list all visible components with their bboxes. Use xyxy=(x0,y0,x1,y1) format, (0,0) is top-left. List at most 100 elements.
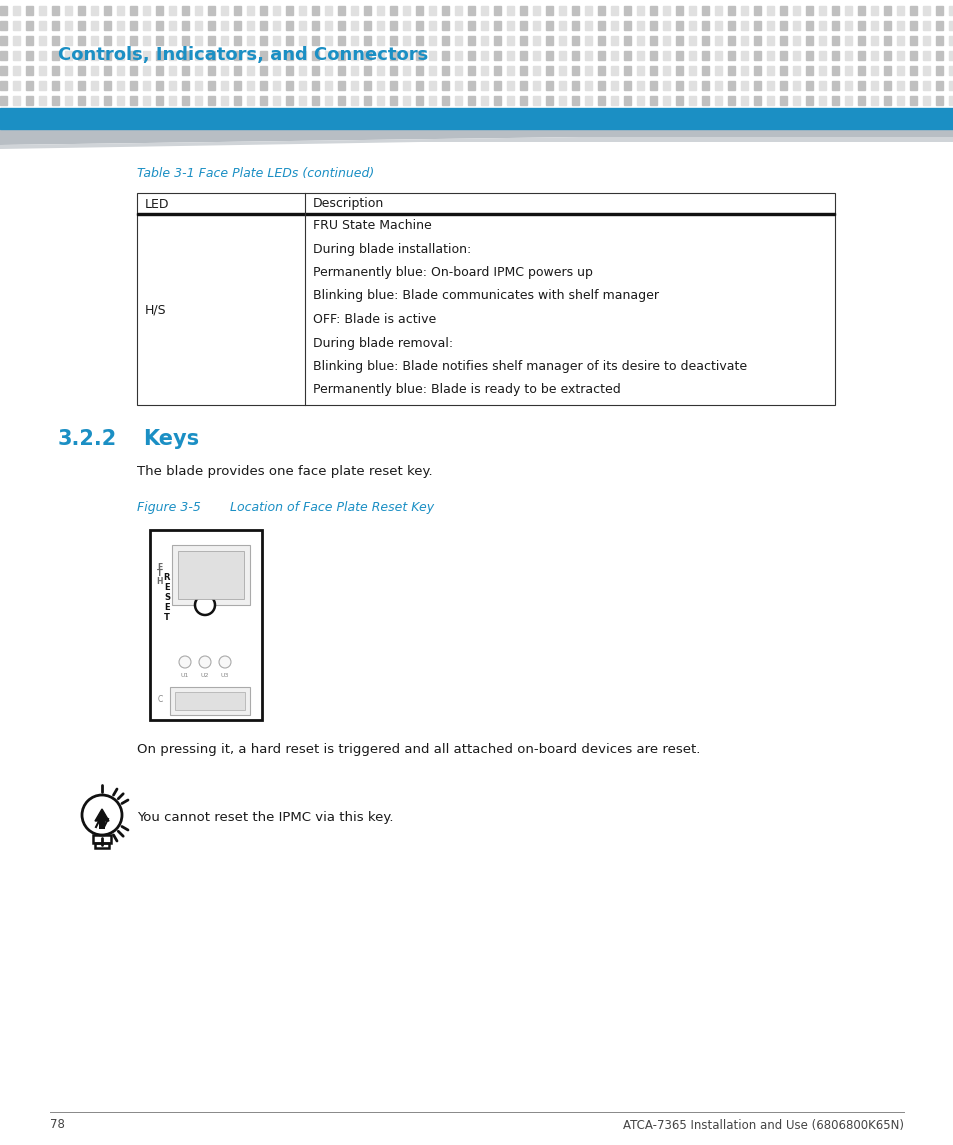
Bar xyxy=(676,66,682,76)
Bar xyxy=(351,96,357,105)
Bar xyxy=(325,35,332,45)
Bar xyxy=(286,96,293,105)
Bar xyxy=(364,21,371,30)
Bar xyxy=(390,81,396,90)
Bar xyxy=(598,6,604,15)
Bar xyxy=(182,66,189,76)
Bar xyxy=(208,21,214,30)
Bar xyxy=(883,81,890,90)
Bar xyxy=(376,35,384,45)
Bar xyxy=(137,194,834,405)
Bar xyxy=(727,66,734,76)
Bar xyxy=(26,66,33,76)
Bar xyxy=(844,52,851,60)
Bar xyxy=(480,35,488,45)
Bar xyxy=(623,52,630,60)
Bar xyxy=(247,81,253,90)
Text: Keys: Keys xyxy=(143,429,199,449)
Bar xyxy=(676,96,682,105)
Bar xyxy=(117,52,124,60)
Bar xyxy=(233,81,241,90)
Bar xyxy=(117,66,124,76)
Bar xyxy=(91,21,98,30)
Bar xyxy=(883,66,890,76)
Bar xyxy=(780,81,786,90)
Bar xyxy=(519,66,526,76)
Bar xyxy=(923,96,929,105)
Bar xyxy=(13,52,20,60)
Bar xyxy=(247,96,253,105)
Bar xyxy=(896,81,903,90)
Bar xyxy=(948,6,953,15)
Bar xyxy=(91,66,98,76)
Bar xyxy=(662,6,669,15)
Bar xyxy=(494,35,500,45)
Bar xyxy=(572,21,578,30)
Bar xyxy=(312,81,318,90)
Bar xyxy=(935,52,942,60)
Bar xyxy=(26,81,33,90)
Bar xyxy=(598,96,604,105)
Bar xyxy=(312,66,318,76)
Bar xyxy=(0,35,7,45)
Bar xyxy=(26,6,33,15)
Bar xyxy=(351,66,357,76)
Bar xyxy=(753,96,760,105)
Bar xyxy=(805,66,812,76)
Bar xyxy=(441,21,449,30)
Bar xyxy=(714,52,721,60)
Bar xyxy=(923,52,929,60)
Bar xyxy=(714,35,721,45)
Text: R: R xyxy=(164,572,170,582)
Bar xyxy=(468,96,475,105)
Bar xyxy=(506,6,514,15)
Bar xyxy=(637,35,643,45)
Text: U2: U2 xyxy=(200,673,209,678)
Bar xyxy=(194,96,202,105)
Bar xyxy=(156,6,163,15)
Bar xyxy=(896,21,903,30)
Bar xyxy=(780,35,786,45)
Bar xyxy=(455,6,461,15)
Bar xyxy=(174,692,245,710)
Bar xyxy=(390,96,396,105)
Bar xyxy=(208,81,214,90)
Bar xyxy=(130,21,137,30)
Bar xyxy=(91,81,98,90)
Bar xyxy=(533,35,539,45)
Bar xyxy=(753,21,760,30)
Bar xyxy=(948,66,953,76)
Bar xyxy=(701,81,708,90)
Bar xyxy=(130,66,137,76)
Bar xyxy=(727,96,734,105)
Bar xyxy=(325,96,332,105)
Bar xyxy=(923,35,929,45)
Bar xyxy=(260,21,267,30)
Bar xyxy=(494,21,500,30)
Bar xyxy=(506,35,514,45)
Bar xyxy=(130,81,137,90)
Bar xyxy=(780,21,786,30)
Bar xyxy=(727,35,734,45)
Text: ATCA-7365 Installation and Use (6806800K65N): ATCA-7365 Installation and Use (6806800K… xyxy=(622,1119,903,1131)
Bar xyxy=(519,52,526,60)
Bar xyxy=(948,96,953,105)
Bar xyxy=(610,21,618,30)
Bar xyxy=(390,21,396,30)
Bar xyxy=(480,96,488,105)
Bar xyxy=(337,21,345,30)
Bar xyxy=(558,21,565,30)
Bar xyxy=(169,35,175,45)
Text: T: T xyxy=(157,569,163,578)
Text: H/S: H/S xyxy=(145,303,167,316)
Bar xyxy=(896,66,903,76)
Bar xyxy=(857,6,864,15)
Bar xyxy=(909,6,916,15)
Bar xyxy=(156,52,163,60)
Bar xyxy=(364,81,371,90)
Bar xyxy=(935,81,942,90)
Bar xyxy=(714,96,721,105)
Bar xyxy=(623,6,630,15)
Bar xyxy=(688,52,696,60)
Bar xyxy=(923,21,929,30)
